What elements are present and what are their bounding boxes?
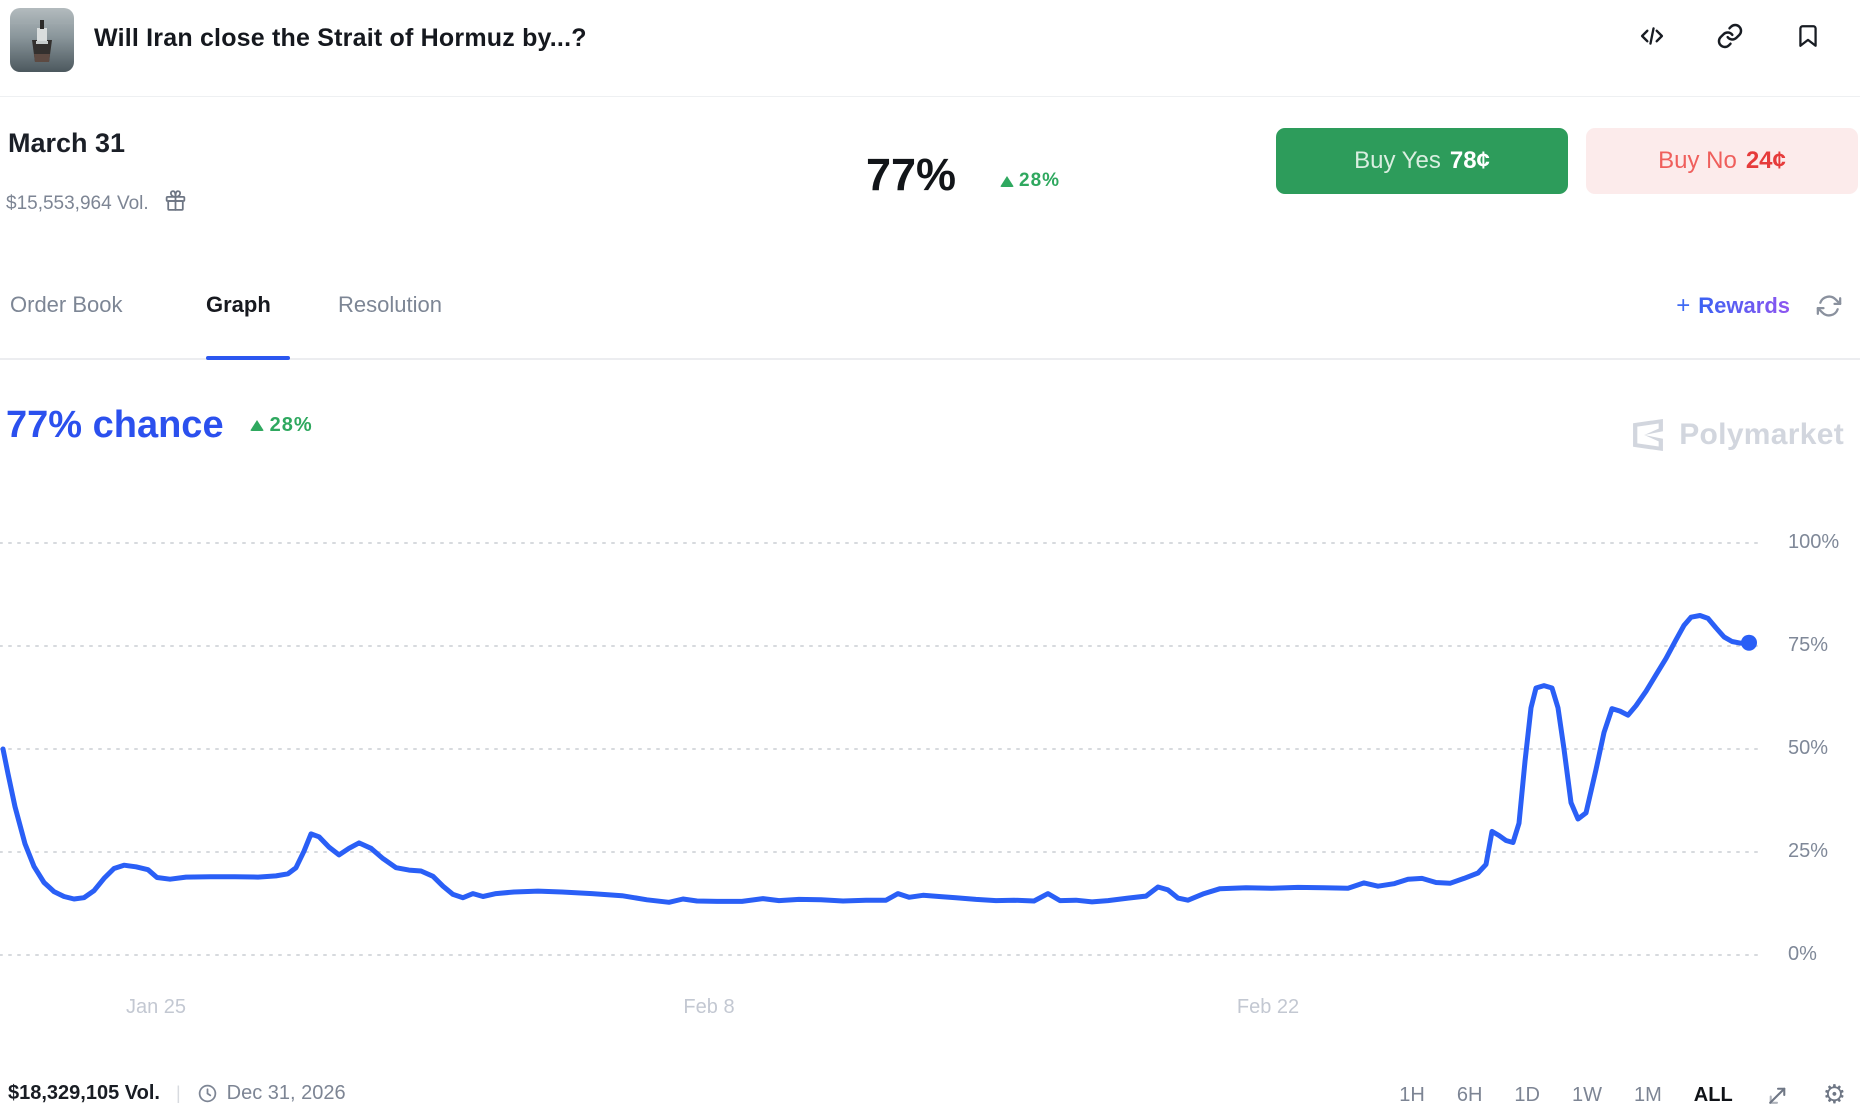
footer-end-date: Dec 31, 2026 [197,1082,346,1105]
chart-chance-row: 77% chance 28% [6,404,313,447]
tabs-divider [0,358,1860,360]
buy-yes-label: Buy Yes [1354,147,1441,174]
rewards-label: Rewards [1698,293,1790,318]
page-title: Will Iran close the Strait of Hormuz by.… [94,24,587,52]
buy-yes-price: 78¢ [1449,147,1490,174]
plus-icon: + [1676,292,1691,319]
outcome-name: March 31 [8,128,126,158]
yes-price-line [0,613,1752,905]
tab-order-book[interactable]: Order Book [10,292,123,317]
up-triangle-icon [1000,175,1014,187]
range-1h[interactable]: 1H [1399,1083,1425,1106]
current-price-dot [1741,634,1757,651]
oil-tanker-illustration [10,8,74,72]
y-axis-label: 100% [1788,531,1840,553]
scale-toggle-icon[interactable] [1765,1082,1791,1108]
rewards-row: + Rewards [1676,292,1842,320]
chart-chance-change: 28% [249,414,313,437]
refresh-icon[interactable] [1816,293,1842,319]
range-1d[interactable]: 1D [1514,1083,1540,1106]
clock-icon [198,1084,216,1103]
settings-gear-icon[interactable]: ⚙ [1822,1080,1846,1110]
chance-change-value: 28% [1019,170,1061,191]
chance-change: 28% [1000,170,1060,192]
y-axis-label: 25% [1788,840,1829,862]
buy-no-label: Buy No [1658,147,1737,174]
x-axis-label: Jan 25 [125,996,187,1018]
time-range-controls: 1H 6H 1D 1W 1M ALL ⚙ [1399,1082,1846,1108]
current-chance-value: 77% [866,149,957,200]
tab-graph[interactable]: Graph [206,292,271,317]
footer-separator: | [175,1083,181,1103]
buy-no-price: 24¢ [1745,147,1786,174]
buy-no-button[interactable]: Buy No 24¢ [1586,128,1858,194]
end-date-text: Dec 31, 2026 [226,1082,346,1104]
polymarket-watermark: Polymarket [1629,418,1844,452]
polymarket-logo-icon [1633,419,1664,451]
chart-change-value: 28% [269,414,313,436]
range-all[interactable]: ALL [1693,1083,1733,1106]
embed-code-icon[interactable] [1638,22,1666,50]
footer-market-info: $18,329,105 Vol. | Dec 31, 2026 [8,1082,346,1105]
watermark-label: Polymarket [1679,418,1844,451]
y-axis-label: 0% [1788,943,1817,965]
y-axis-label: 75% [1788,634,1829,656]
gift-rewards-icon[interactable] [163,188,188,219]
up-triangle-icon [249,420,264,431]
price-history-chart[interactable] [0,430,1860,1030]
buy-yes-button[interactable]: Buy Yes 78¢ [1276,128,1568,194]
range-6h[interactable]: 6H [1456,1083,1483,1106]
x-axis-label: Feb 8 [683,996,735,1018]
header-divider [0,96,1860,97]
y-axis-label: 50% [1788,737,1829,759]
bookmark-icon[interactable] [1794,22,1822,50]
range-1w[interactable]: 1W [1572,1083,1602,1106]
x-axis-label: Feb 22 [1236,996,1300,1018]
header-actions [1638,22,1822,50]
market-volume-text: $15,553,964 Vol. [6,192,149,214]
copy-link-icon[interactable] [1716,22,1744,50]
tab-resolution[interactable]: Resolution [338,292,442,317]
market-thumbnail-ship-image [10,8,74,72]
range-1m[interactable]: 1M [1634,1083,1662,1106]
market-volume-row: $15,553,964 Vol. [6,188,188,219]
rewards-link[interactable]: + Rewards [1676,292,1790,320]
chart-chance-text: 77% chance [6,404,224,446]
footer-volume: $18,329,105 Vol. [8,1082,160,1104]
active-tab-underline [206,356,290,360]
